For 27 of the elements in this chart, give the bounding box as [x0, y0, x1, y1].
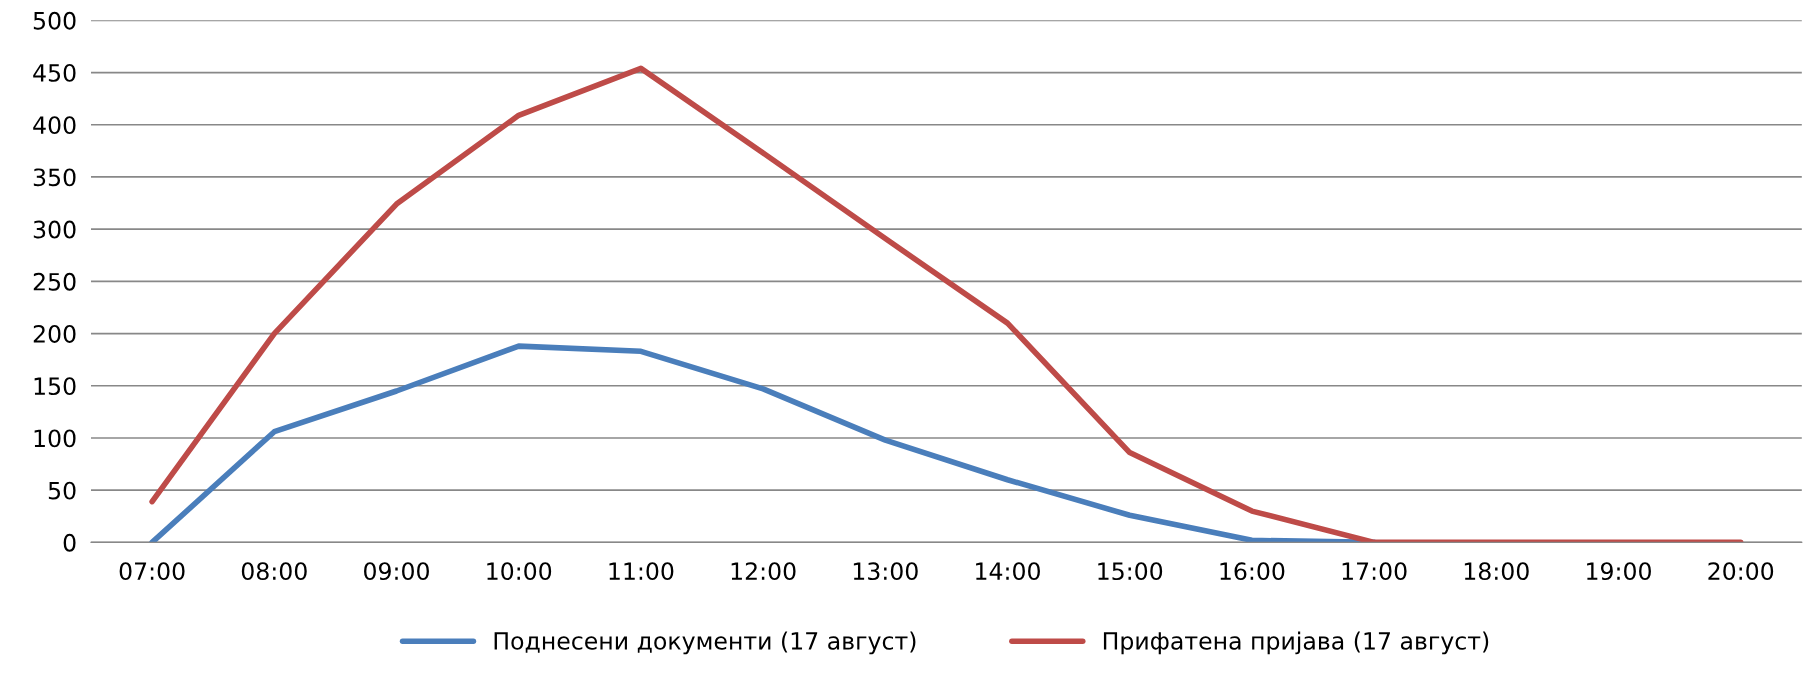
x-tick-label: 20:00 [1708, 562, 1774, 581]
x-tick-label: 07:00 [119, 562, 185, 581]
x-tick-label: 11:00 [609, 562, 674, 581]
y-tick-label: 0 [63, 533, 76, 552]
x-tick-label: 14:00 [976, 562, 1040, 581]
x-tick-label: 08:00 [241, 562, 307, 581]
y-tick-label: 200 [33, 325, 76, 343]
y-tick-label: 300 [33, 220, 76, 239]
x-tick-label: 09:00 [364, 562, 429, 581]
y-tick-label: 50 [48, 481, 76, 500]
y-tick-label: 100 [34, 429, 76, 448]
x-tick-label: 16:00 [1220, 562, 1285, 581]
x-tick-label: 17:00 [1342, 562, 1407, 581]
x-tick-label: 19:00 [1587, 562, 1651, 581]
y-tick-label: 500 [33, 11, 76, 30]
y-tick-label: 450 [33, 63, 76, 82]
x-tick-label: 18:00 [1464, 562, 1529, 581]
y-tick-label: 400 [33, 116, 76, 135]
x-tick-label: 12:00 [731, 562, 796, 581]
legend-label: Прифатена пријава (17 август) [1103, 631, 1489, 655]
y-tick-label: 350 [33, 168, 76, 187]
y-tick-label: 250 [33, 272, 76, 291]
x-tick-label: 10:00 [487, 562, 552, 581]
y-tick-label: 150 [34, 377, 76, 396]
x-tick-label: 13:00 [853, 562, 918, 581]
x-tick-label: 15:00 [1098, 562, 1163, 581]
legend-label: Поднесени документи (17 август) [494, 631, 916, 655]
